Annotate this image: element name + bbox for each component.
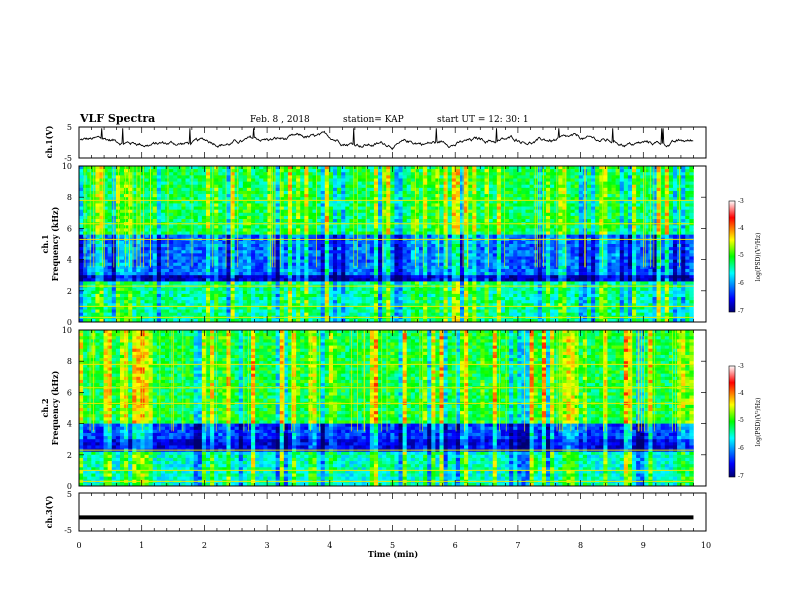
freq-tick-label: 4 — [67, 420, 72, 429]
ch1-waveform-line — [79, 128, 694, 151]
ch1-spec-xticks — [78, 166, 707, 322]
time-axis-tick-labels: 0 1 2 3 4 5 6 7 8 9 10 — [76, 541, 711, 550]
ch3-ytick-bottom: -5 — [64, 526, 72, 535]
ch2-cb-tick-4: -4 — [738, 390, 744, 397]
time-tick-label: 6 — [453, 541, 458, 550]
ch2-cb-tick-3: -3 — [738, 363, 744, 370]
time-tick-label: 8 — [578, 541, 583, 550]
ch3-ytick-top: 5 — [67, 490, 72, 499]
ch1-spec-ylabel-line2: Frequency (kHz) — [50, 206, 60, 281]
ch2-spec-yticks: 0 2 4 6 8 10 — [62, 326, 706, 491]
ch2-cb-tick-6: -6 — [738, 445, 744, 452]
ch1-waveform-panel: 5 -5 ch.1(V) — [44, 123, 707, 163]
ch2-spec-xticks — [78, 330, 707, 486]
ch2-colorbar: -3 -4 -5 -6 -7 log(PSD)(V²/Hz) — [728, 363, 762, 480]
date-label: Feb. 8 , 2018 — [250, 115, 310, 125]
ch2-cb-label: log(PSD)(V²/Hz) — [755, 398, 762, 447]
time-tick-label: 3 — [265, 541, 270, 550]
ch2-spectrogram-panel: 0 2 4 6 8 10 ch.2 Frequency (kHz) -3 -4 -5 -6… — [40, 326, 762, 491]
time-tick-label: 0 — [76, 541, 81, 550]
freq-tick-label: 6 — [67, 388, 72, 397]
freq-tick-label: 10 — [62, 326, 72, 335]
ch1-colorbar: -3 -4 -5 -6 -7 log(PSD)(V²/Hz) — [728, 198, 762, 315]
freq-tick-label: 8 — [67, 193, 72, 202]
time-tick-label: 2 — [202, 541, 207, 550]
time-tick-label: 9 — [641, 541, 646, 550]
ch2-cb-tick-7: -7 — [738, 473, 744, 480]
ch1-cb-tick-5: -5 — [738, 252, 744, 259]
ch1-cb-tick-4: -4 — [738, 225, 744, 232]
ch1-xticks — [78, 127, 707, 158]
ch2-cb-tick-5: -5 — [738, 417, 744, 424]
ch1-ylabel: ch.1(V) — [44, 125, 54, 158]
time-tick-label: 7 — [515, 541, 520, 550]
ch1-ytick-bottom: -5 — [64, 154, 72, 163]
freq-tick-label: 2 — [67, 287, 72, 296]
ch1-spec-yticks: 0 2 4 6 8 10 — [62, 162, 706, 327]
ch1-cb-tick-3: -3 — [738, 198, 744, 205]
ch1-cb-tick-6: -6 — [738, 280, 744, 287]
ch1-spec-ylabel-line1: ch.1 — [40, 234, 50, 253]
ch1-spectrogram-heatmap — [79, 166, 694, 323]
ch3-waveform-panel: 5 -5 ch.3(V) 0 1 2 3 4 5 6 7 8 9 10 Time (min) — [44, 490, 711, 559]
ch2-spectrogram-heatmap — [79, 330, 694, 487]
freq-tick-label: 0 — [67, 318, 72, 327]
ch1-spectrogram-panel: 0 2 4 6 8 10 ch.1 Frequency (kHz) -3 -4 -5 -6… — [40, 162, 762, 327]
freq-tick-label: 2 — [67, 451, 72, 460]
freq-tick-label: 4 — [67, 256, 72, 265]
time-tick-label: 4 — [327, 541, 332, 550]
ch2-spec-ylabel-line2: Frequency (kHz) — [50, 370, 60, 445]
ch3-xticks — [78, 493, 707, 531]
freq-tick-label: 10 — [62, 162, 72, 171]
ch2-spec-ylabel-line1: ch.2 — [40, 398, 50, 417]
time-tick-label: 10 — [701, 541, 711, 550]
ch1-cb-label: log(PSD)(V²/Hz) — [755, 233, 762, 282]
ch3-ylabel: ch.3(V) — [44, 495, 54, 528]
station-label: station= KAP — [343, 115, 404, 125]
ch1-ytick-top: 5 — [67, 123, 72, 132]
time-axis-label: Time (min) — [368, 549, 418, 559]
freq-tick-label: 8 — [67, 357, 72, 366]
time-tick-label: 5 — [390, 541, 395, 550]
ch1-cb-tick-7: -7 — [738, 308, 744, 315]
start-ut-label: start UT = 12: 30: 1 — [437, 115, 529, 125]
freq-tick-label: 6 — [67, 224, 72, 233]
figure-title: VLF Spectra — [79, 112, 155, 125]
freq-tick-label: 0 — [67, 482, 72, 491]
time-tick-label: 1 — [139, 541, 144, 550]
